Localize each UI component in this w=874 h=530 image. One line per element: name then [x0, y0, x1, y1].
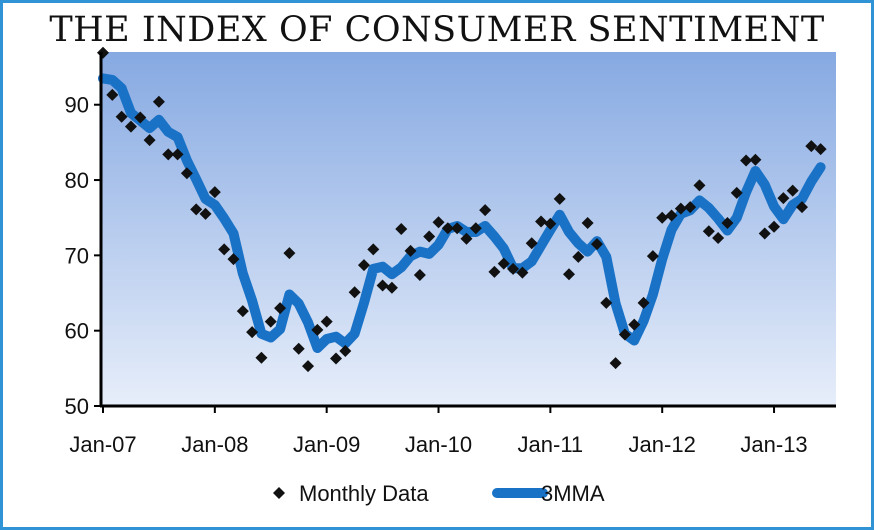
y-tick-label: 80 — [65, 168, 89, 193]
y-tick-label: 60 — [65, 319, 89, 344]
data-point-monthly — [777, 192, 790, 205]
data-point-monthly — [535, 215, 548, 228]
data-point-monthly — [385, 281, 398, 294]
y-tick-label: 50 — [65, 394, 89, 419]
data-point-monthly — [796, 201, 808, 214]
data-point-monthly — [255, 351, 268, 364]
data-point-monthly — [656, 211, 669, 224]
data-point-monthly — [768, 220, 781, 233]
data-point-monthly — [525, 237, 538, 250]
data-point-monthly — [507, 262, 520, 275]
x-tick-label: Jan-07 — [69, 432, 136, 457]
data-point-monthly — [693, 179, 706, 192]
x-tick-label: Jan-08 — [181, 432, 248, 457]
data-point-monthly — [814, 143, 827, 156]
data-point-monthly — [311, 323, 324, 336]
data-point-monthly — [413, 268, 426, 281]
data-point-monthly — [469, 222, 482, 235]
data-point-monthly — [590, 238, 603, 251]
x-tick-label: Jan-09 — [293, 432, 360, 457]
data-point-monthly — [162, 148, 175, 161]
x-tick-label: Jan-13 — [740, 432, 807, 457]
data-point-monthly — [544, 217, 557, 230]
data-point-monthly — [143, 134, 156, 147]
data-point-monthly — [581, 216, 594, 229]
legend-label-monthly-data: Monthly Data — [299, 481, 429, 506]
data-point-monthly — [227, 253, 240, 266]
legend: Monthly Data 3MMA — [273, 481, 605, 506]
data-point-monthly — [488, 265, 501, 278]
data-point-monthly — [628, 318, 641, 331]
data-point-monthly — [292, 342, 305, 355]
data-point-monthly — [152, 95, 165, 108]
data-point-monthly — [432, 216, 445, 229]
data-point-monthly — [357, 259, 370, 272]
data-point-monthly — [553, 192, 566, 205]
data-point-monthly — [460, 232, 473, 245]
data-point-monthly — [805, 140, 818, 153]
data-point-monthly — [404, 244, 417, 257]
data-point-monthly — [106, 88, 119, 101]
data-point-monthly — [702, 225, 715, 238]
data-point-monthly — [395, 223, 408, 235]
data-point-monthly — [339, 345, 352, 358]
data-point-monthly — [124, 120, 137, 133]
data-point-monthly — [721, 216, 734, 229]
data-point-monthly — [246, 326, 259, 339]
data-point-monthly — [190, 203, 203, 216]
data-point-monthly — [572, 250, 585, 263]
data-point-monthly — [367, 243, 380, 256]
data-point-monthly — [376, 279, 389, 292]
data-point-monthly — [758, 227, 771, 240]
data-point-monthly — [665, 209, 678, 222]
legend-marker-monthly-data — [273, 487, 285, 499]
data-point-monthly — [115, 110, 128, 123]
data-point-monthly — [730, 186, 743, 199]
x-tick-label: Jan-10 — [405, 432, 472, 457]
x-tick-label: Jan-12 — [629, 432, 696, 457]
data-point-monthly — [712, 232, 725, 245]
data-point-monthly — [320, 315, 333, 328]
data-point-monthly — [497, 257, 510, 270]
data-point-monthly — [674, 202, 687, 215]
data-point-monthly — [283, 247, 296, 260]
data-point-monthly — [609, 357, 622, 370]
data-point-monthly — [749, 153, 762, 166]
data-point-monthly — [274, 302, 287, 315]
data-point-monthly — [563, 268, 575, 281]
data-point-monthly — [180, 167, 193, 180]
data-point-monthly — [236, 305, 249, 318]
data-point-monthly — [330, 352, 342, 365]
x-tick-label: Jan-11 — [518, 432, 584, 457]
data-point-monthly — [171, 148, 184, 161]
data-point-monthly — [618, 328, 631, 341]
data-point-monthly — [451, 222, 464, 235]
data-point-monthly — [441, 222, 454, 235]
y-tick-label: 90 — [65, 93, 89, 118]
data-point-monthly — [199, 207, 212, 220]
data-point-monthly — [516, 266, 529, 279]
data-point-monthly — [637, 296, 650, 309]
data-point-monthly — [786, 184, 799, 197]
data-point-monthly — [600, 296, 613, 309]
data-point-monthly — [646, 250, 659, 263]
data-point-monthly — [302, 360, 315, 373]
chart-title: THE INDEX OF CONSUMER SENTIMENT — [49, 10, 825, 50]
legend-label-3mma: 3MMA — [541, 481, 605, 506]
data-point-monthly — [134, 111, 147, 124]
data-point-monthly — [264, 315, 277, 328]
y-tick-label: 70 — [65, 243, 89, 268]
data-point-monthly — [348, 286, 361, 299]
data-point-monthly — [740, 154, 753, 167]
data-point-monthly — [684, 201, 697, 214]
data-point-monthly — [218, 243, 231, 256]
data-point-monthly — [208, 186, 221, 199]
data-point-monthly — [479, 204, 492, 217]
data-point-monthly — [423, 230, 436, 243]
